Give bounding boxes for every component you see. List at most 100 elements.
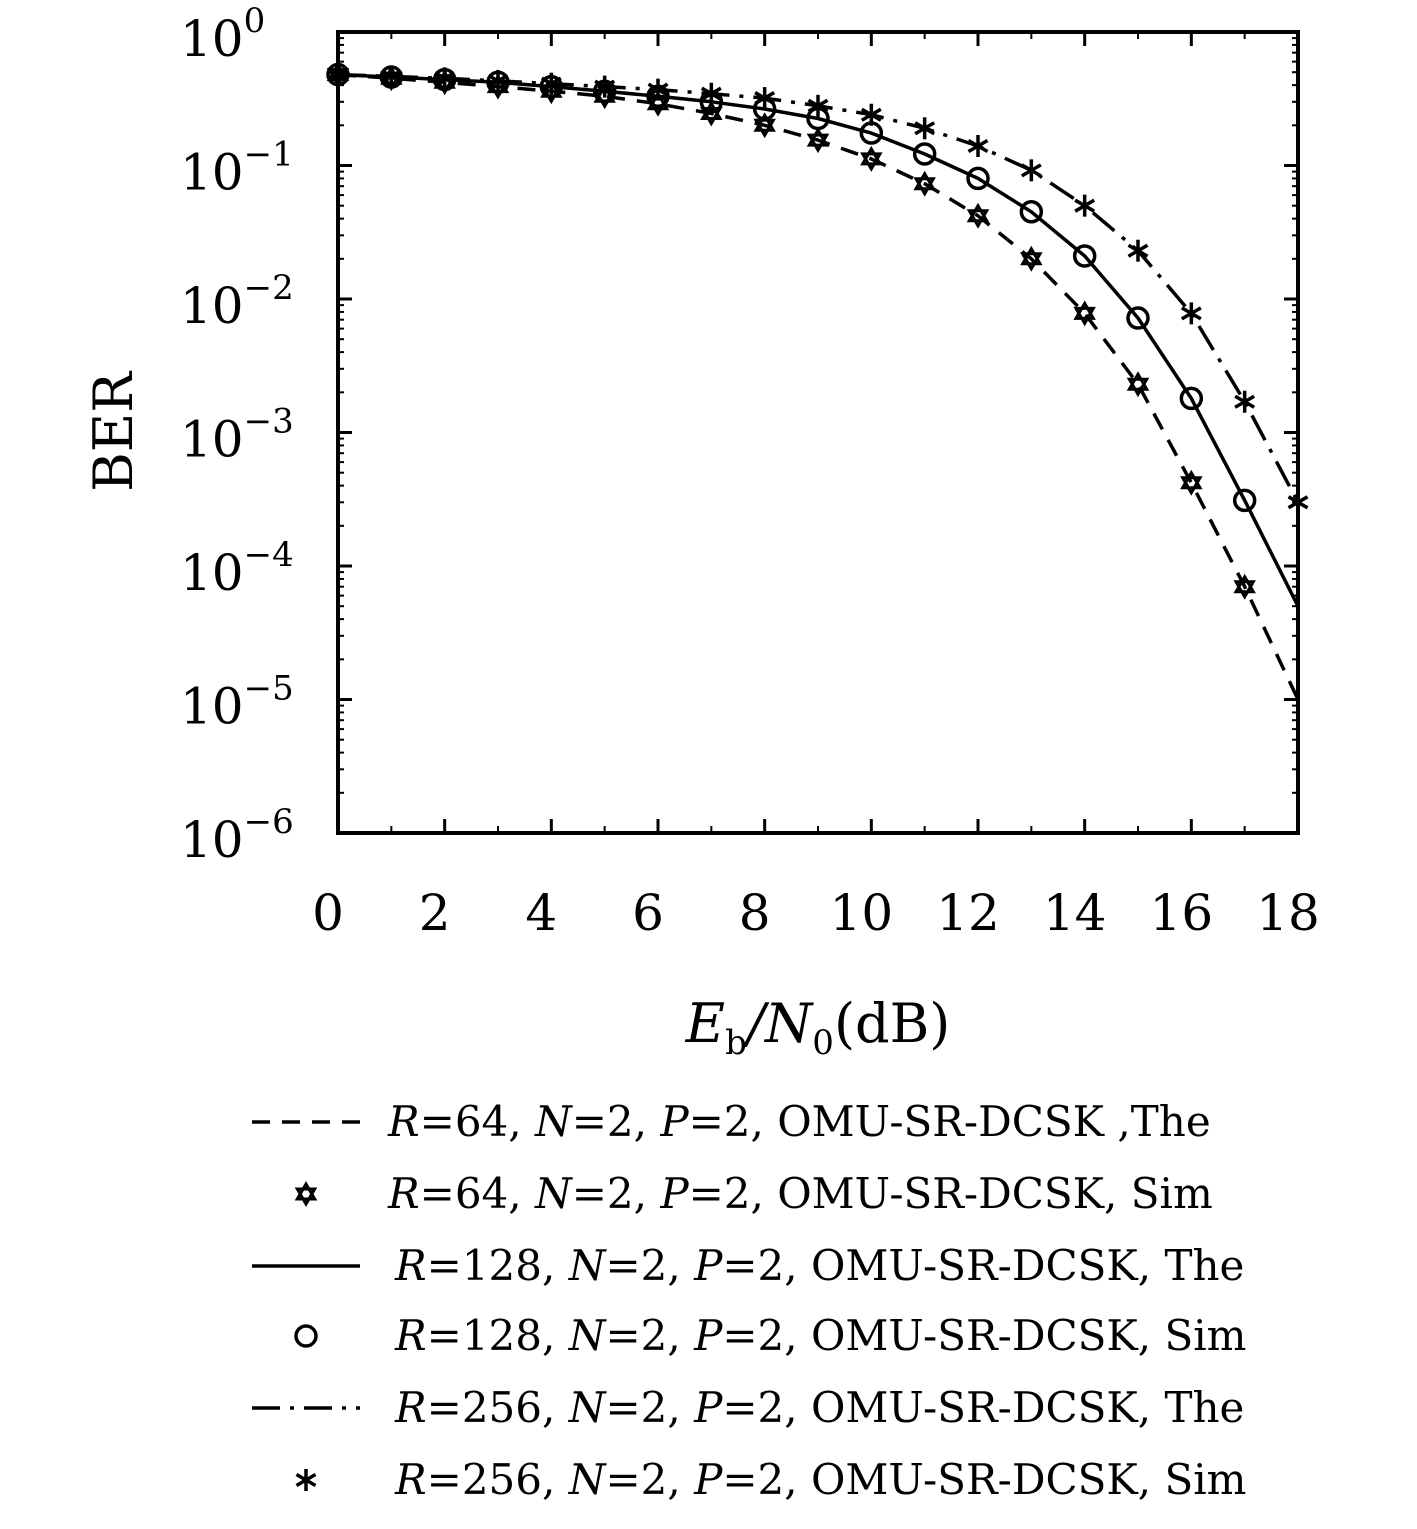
star-marker-down [700,107,723,127]
asterisk-marker-stroke [1180,306,1202,321]
asterisk-marker-stroke [1074,198,1096,213]
x-tick-label: 16 [1150,884,1214,942]
x-axis-title-sub-0: 0 [812,1023,834,1063]
y-tick-label: 10−6 [180,802,294,869]
y-tick-label: 10−2 [180,268,294,335]
star-marker-down [1020,252,1043,272]
asterisk-point [1020,159,1042,182]
star-marker-up [294,1181,318,1201]
asterisk-marker-stroke [807,98,829,113]
circle-point [966,166,990,191]
legend-label: R=128, N=2, P=2, OMU-SR-DCSK, Sim [394,1311,1247,1360]
axes: 0 2 4 6 8 10 12 14 16 18 100 10−1 10−2 10−3 10−4 10−5 10… [180,1,1320,942]
circle-marker-shape [1126,306,1150,330]
star6-point [1233,573,1256,600]
asterisk-marker-stroke [434,71,456,86]
star-marker-up [806,127,830,147]
series-line [337,72,1300,701]
circle-marker-shape [966,166,990,191]
asterisk-point [967,134,989,157]
x-axis-title-e: E [685,992,725,1055]
series-2 [326,61,1256,600]
series-1 [337,72,1300,701]
asterisk-point [540,72,562,95]
star6-point [860,145,883,172]
star6-point [806,127,830,154]
asterisk-point [434,67,456,90]
asterisk-marker-stroke [295,1472,317,1488]
asterisk-point [487,69,509,92]
star-marker-down [806,133,830,154]
circle-point [1232,488,1257,513]
x-tick-label: 12 [936,884,1000,942]
asterisk-marker-stroke [487,73,509,88]
asterisk-point [1127,239,1149,262]
star-marker-down [1180,476,1203,496]
circle-marker-shape [1072,244,1097,268]
asterisk-marker-stroke [967,138,989,154]
legend-star6-swatch [294,1181,318,1207]
x-tick-label: 14 [1043,884,1107,942]
circle-point [1019,200,1044,224]
star-marker-down [294,1187,318,1207]
x-tick-label: 4 [525,884,557,942]
series-line [337,72,1300,607]
star6-point [1180,469,1203,496]
asterisk-point [380,65,402,88]
legend-entry: R=64, N=2, P=2, OMU-SR-DCSK ,The [252,1097,1211,1146]
star-marker-down [913,177,936,197]
star-marker-up [966,202,990,223]
star-marker-up [1073,300,1096,320]
star6-point [1073,300,1096,327]
star6-point [1126,371,1150,398]
asterisk-marker-stroke [1234,394,1256,409]
asterisk-point [1234,390,1256,413]
y-axis-title: BER [82,371,145,492]
star-marker-up [913,170,936,191]
circle-marker-shape [1232,488,1257,513]
x-tick-label: 2 [419,884,451,942]
x-axis-title-sub-b: b [725,1023,747,1063]
x-tick-label: 6 [632,884,664,942]
star-marker-up [860,145,883,166]
asterisk-point [1074,194,1096,217]
y-tick-label: 10−1 [180,135,294,202]
asterisk-point [807,94,829,117]
y-tick-label: 10−5 [180,669,294,736]
asterisk-point [1180,302,1202,325]
circle-point [912,142,937,166]
asterisk-point [594,75,616,98]
asterisk-marker-stroke [860,107,882,122]
legend-entry: R=128, N=2, P=2, OMU-SR-DCSK, The [252,1241,1244,1290]
x-tick-label: 0 [312,884,344,942]
asterisk-point [914,117,936,140]
y-tick-label: 10−4 [180,535,294,602]
star-marker-up [1180,469,1203,490]
legend-label: R=64, N=2, P=2, OMU-SR-DCSK, Sim [387,1169,1213,1218]
circle-marker-shape [294,1324,318,1348]
legend-label: R=128, N=2, P=2, OMU-SR-DCSK, The [394,1241,1244,1290]
star-marker-down [860,152,883,172]
star-marker-down [966,209,990,229]
y-tick-label: 10−3 [180,402,294,469]
star-marker-up [1233,573,1256,594]
series-6 [327,63,1309,514]
legend-label: R=256, N=2, P=2, OMU-SR-DCSK, Sim [394,1455,1247,1504]
circle-point [1072,244,1097,268]
asterisk-marker-stroke [594,79,616,94]
asterisk-point [860,103,882,126]
legend-circle-swatch [294,1324,318,1348]
legend: R=64, N=2, P=2, OMU-SR-DCSK ,The R=64, N=… [252,1097,1247,1504]
legend-label: R=256, N=2, P=2, OMU-SR-DCSK, The [394,1383,1244,1432]
circle-point [1126,306,1150,330]
asterisk-point [754,87,776,110]
star-marker-down [1126,377,1150,398]
star6-point [913,170,936,197]
x-axis-title-unit: (dB) [834,992,950,1055]
axis-labels: BER Eb/N0(dB) [82,371,950,1063]
star6-point [966,202,990,229]
legend-entry: R=256, N=2, P=2, OMU-SR-DCSK, Sim [295,1455,1247,1504]
star-marker-up [1126,371,1150,391]
x-axis-title-n: /N [742,992,814,1055]
asterisk-marker-stroke [380,69,402,84]
